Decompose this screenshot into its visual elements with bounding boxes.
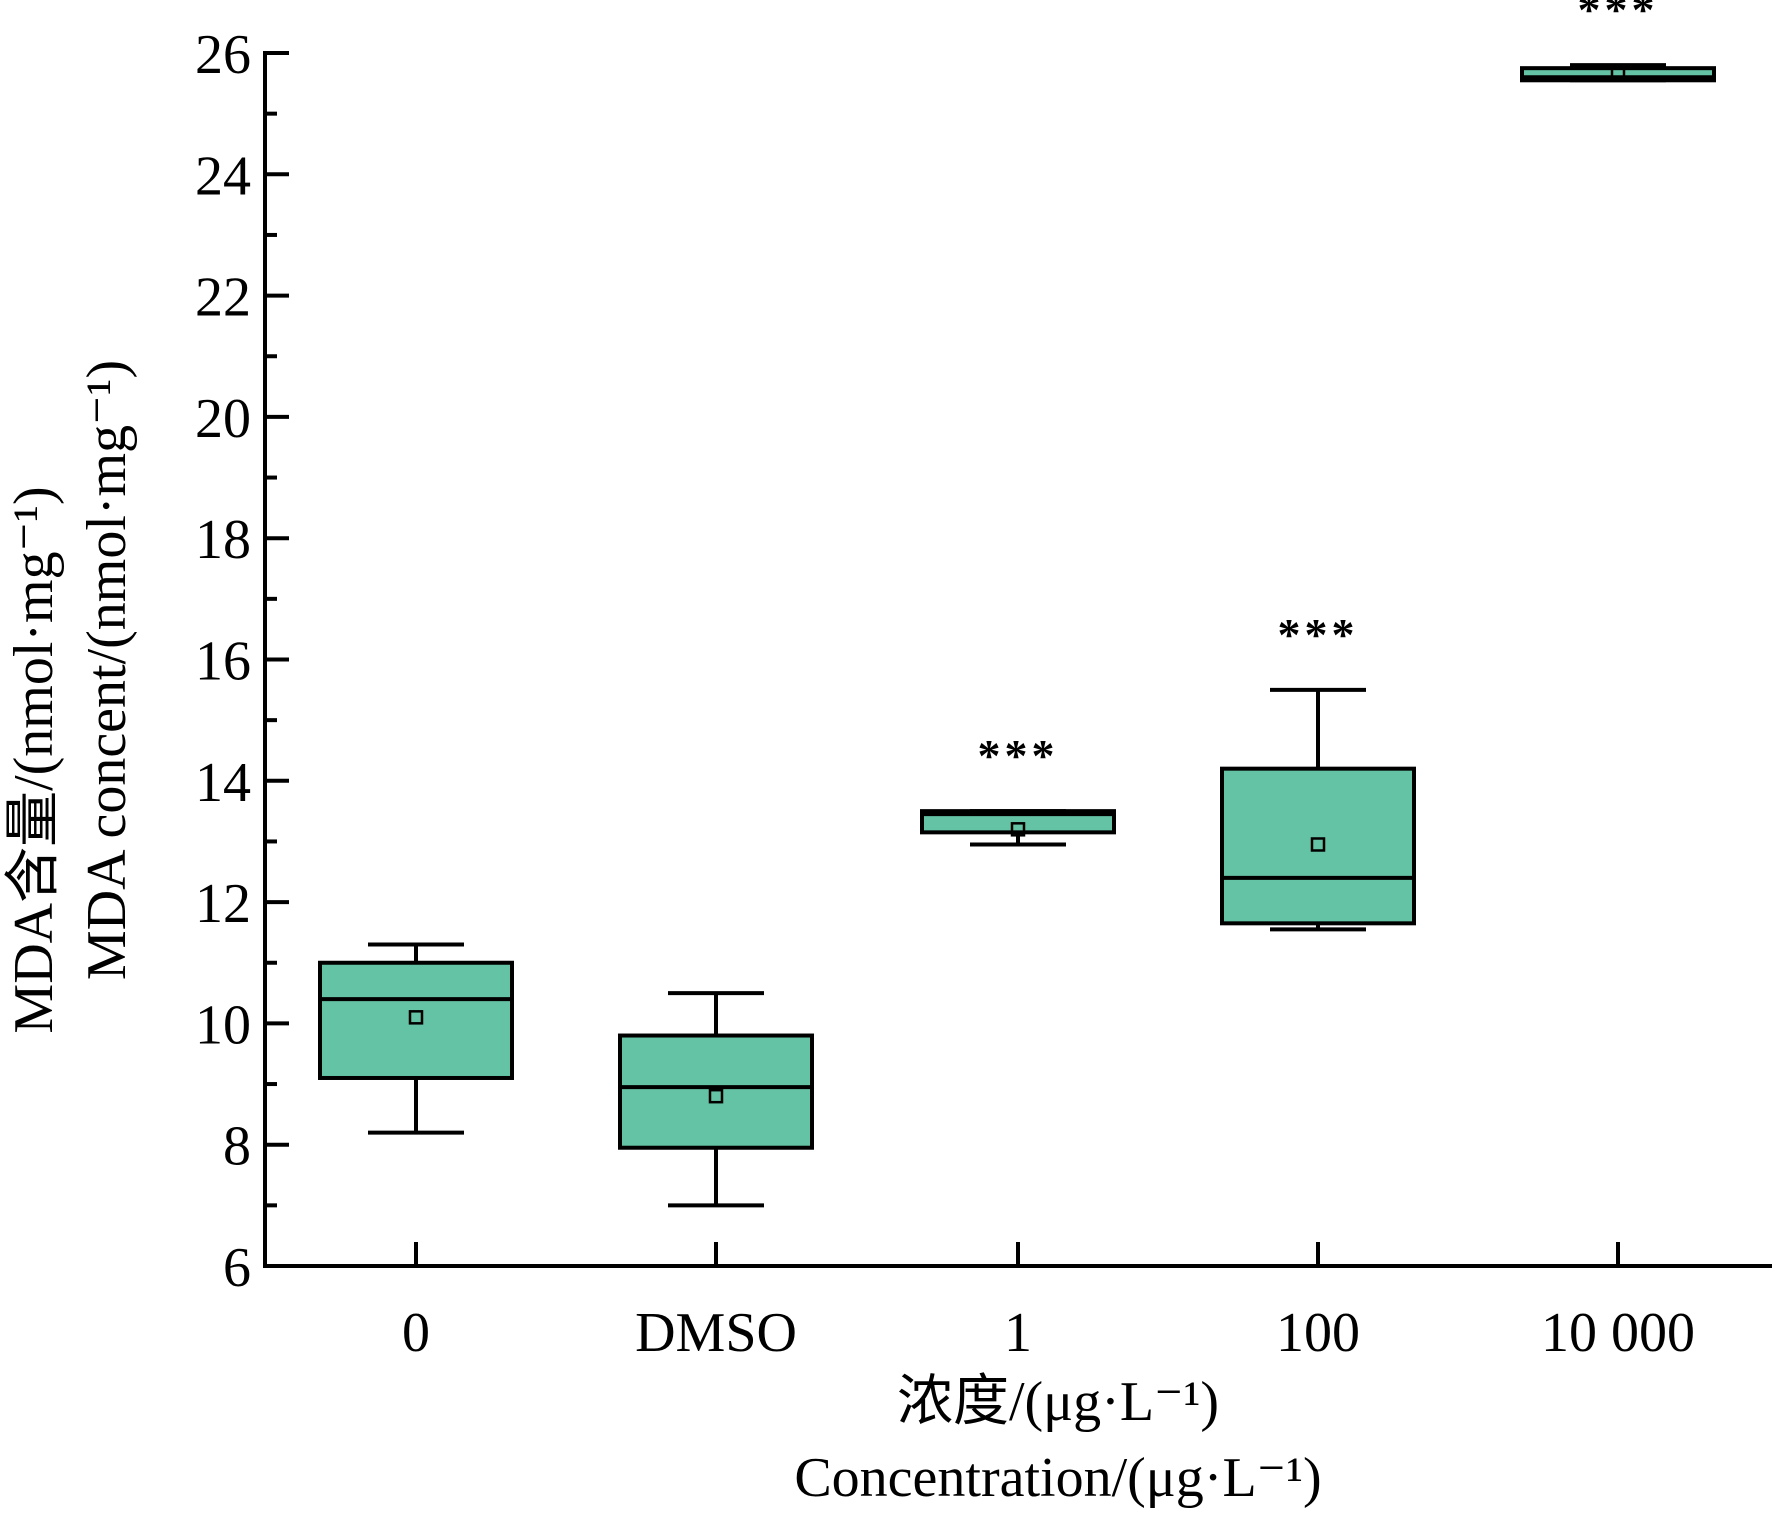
y-tick-label: 16 [195, 631, 251, 693]
y-tick-label: 10 [195, 994, 251, 1056]
mean-marker [708, 1088, 724, 1104]
box-group: *** [920, 730, 1116, 847]
box-group: *** [1520, 0, 1716, 83]
box-iqr [1220, 766, 1416, 926]
significance-label: *** [978, 730, 1059, 781]
y-tick-label: 20 [195, 388, 251, 450]
mean-marker [1010, 822, 1026, 837]
box-iqr [920, 809, 1116, 835]
x-axis-title-en: Concentration/(μg·L⁻¹) [794, 1447, 1321, 1509]
x-axis-title-cn: 浓度/(μg·L⁻¹) [897, 1371, 1219, 1433]
x-ticks: 0 DMSO 1 100 10 000 [402, 1242, 1695, 1364]
y-axis-title-cn: MDA含量/(nmol·mg⁻¹) [3, 486, 65, 1033]
y-axis-title-en: MDA concent/(nmol·mg⁻¹) [76, 360, 138, 980]
y-ticks: 6 8 10 12 14 16 18 20 22 24 26 [195, 24, 289, 1299]
box-group: *** [1220, 609, 1416, 932]
significance-label: *** [1578, 0, 1659, 35]
mean-marker [1610, 66, 1626, 82]
y-tick-label: 14 [195, 752, 251, 814]
x-tick-label: 100 [1276, 1302, 1360, 1364]
axes [263, 51, 1772, 1268]
x-tick-label: DMSO [635, 1302, 797, 1364]
y-tick-label: 12 [195, 873, 251, 935]
box-iqr [318, 960, 514, 1080]
y-tick-label: 6 [223, 1237, 251, 1299]
mean-marker [408, 1010, 424, 1025]
y-tick-label: 24 [195, 145, 251, 207]
x-tick-label: 1 [1004, 1302, 1032, 1364]
box-group [618, 991, 814, 1208]
x-tick-label: 10 000 [1541, 1302, 1695, 1364]
y-tick-label: 18 [195, 509, 251, 571]
significance-label: *** [1278, 609, 1359, 660]
x-tick-label: 0 [402, 1302, 430, 1364]
mean-marker [1310, 837, 1326, 852]
box-iqr [618, 1033, 814, 1150]
box-group [318, 942, 514, 1135]
y-tick-label: 22 [195, 267, 251, 329]
boxes: *** *** *** [318, 0, 1716, 1208]
y-tick-label: 8 [223, 1116, 251, 1178]
y-tick-label: 26 [195, 24, 251, 86]
